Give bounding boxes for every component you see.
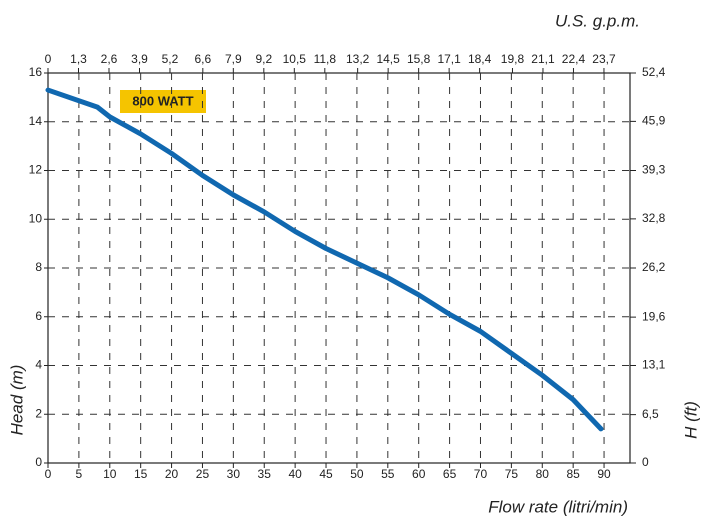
y-tick-label: 2: [35, 406, 42, 420]
y2-tick-label: 13,1: [642, 358, 666, 372]
y-tick-label: 4: [35, 358, 42, 372]
x-tick-label: 60: [412, 467, 426, 481]
x-tick-label: 0: [45, 467, 52, 481]
x-tick-label: 25: [196, 467, 210, 481]
x2-tick-label: 0: [45, 52, 52, 66]
x2-tick-label: 13,2: [346, 52, 370, 66]
x-tick-label: 15: [134, 467, 148, 481]
x-tick-label: 20: [165, 467, 179, 481]
y2-tick-label: 45,9: [642, 114, 666, 128]
x-tick-label: 70: [474, 467, 488, 481]
x2-tick-label: 1,3: [70, 52, 87, 66]
x2-tick-label: 10,5: [283, 52, 307, 66]
y-tick-label: 16: [29, 65, 43, 79]
x-tick-label: 85: [566, 467, 580, 481]
y-tick-label: 0: [35, 455, 42, 469]
x2-tick-label: 17,1: [437, 52, 461, 66]
x-tick-label: 80: [536, 467, 550, 481]
x2-tick-label: 22,4: [562, 52, 586, 66]
x-tick-label: 10: [103, 467, 117, 481]
x2-tick-label: 11,8: [314, 52, 337, 66]
y2-axis-label: H (ft): [681, 401, 700, 439]
y2-tick-label: 39,3: [642, 163, 666, 177]
x-tick-label: 90: [597, 467, 611, 481]
x2-axis-label: U.S. g.p.m.: [555, 11, 640, 30]
y-tick-label: 8: [35, 260, 42, 274]
x-tick-label: 35: [258, 467, 272, 481]
y2-tick-label: 52,4: [642, 65, 666, 79]
x2-tick-label: 23,7: [592, 52, 616, 66]
x2-tick-label: 5,2: [162, 52, 179, 66]
x-tick-label: 5: [76, 467, 83, 481]
y2-tick-label: 6,5: [642, 407, 659, 421]
annotation: 800 WATT: [132, 93, 193, 108]
y-tick-label: 6: [35, 309, 42, 323]
x2-tick-label: 7,9: [225, 52, 242, 66]
y2-tick-label: 26,2: [642, 260, 666, 274]
y-axis-label: Head (m): [7, 365, 26, 436]
annotation-box: [120, 90, 206, 113]
y2-tick-label: 0: [642, 455, 649, 469]
x-tick-label: 65: [443, 467, 457, 481]
x-tick-label: 50: [350, 467, 364, 481]
y2-tick-label: 19,6: [642, 309, 666, 323]
y-tick-label: 14: [29, 114, 43, 128]
x-tick-label: 30: [227, 467, 241, 481]
x2-tick-label: 19,8: [501, 52, 525, 66]
x2-tick-label: 14,5: [376, 52, 400, 66]
x2-tick-label: 9,2: [255, 52, 272, 66]
x-tick-label: 55: [381, 467, 395, 481]
y-tick-label: 12: [29, 163, 43, 177]
x-axis-label: Flow rate (litri/min): [488, 497, 628, 516]
x-tick-label: 40: [288, 467, 302, 481]
x-tick-label: 45: [319, 467, 333, 481]
y2-tick-label: 32,8: [642, 211, 666, 225]
x2-tick-label: 21,1: [531, 52, 555, 66]
x2-tick-label: 3,9: [131, 52, 148, 66]
curve: [45, 87, 604, 432]
x2-tick-label: 18,4: [468, 52, 492, 66]
x2-tick-label: 15,8: [407, 52, 431, 66]
x2-tick-label: 2,6: [101, 52, 118, 66]
x2-tick-label: 6,6: [194, 52, 211, 66]
x-tick-label: 75: [505, 467, 519, 481]
y-tick-label: 10: [29, 211, 43, 225]
